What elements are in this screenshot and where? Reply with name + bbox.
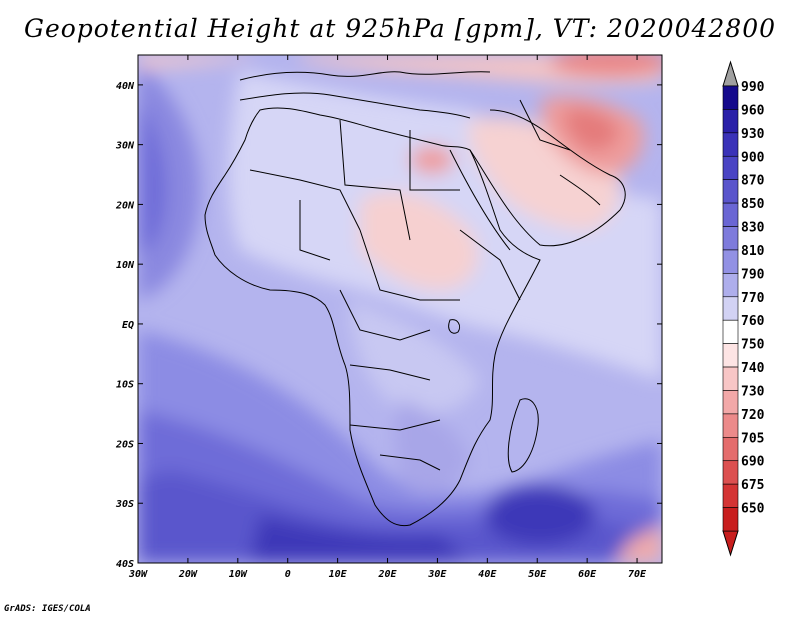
- colorbar-swatch: [722, 202, 739, 227]
- colorbar-swatch: [722, 179, 739, 204]
- colorbar-swatch: [722, 366, 739, 391]
- colorbar-swatch: [722, 437, 739, 462]
- colorbar-label: 760: [741, 314, 765, 329]
- longitude-axis: 30W 20W 10W 0 10E 20E 30E 40E 50E 60E 70E: [128, 55, 647, 580]
- lat-tick-label: EQ: [122, 320, 134, 331]
- border-8: [379, 454, 441, 471]
- border-10: [459, 229, 521, 301]
- coastlines: [204, 71, 626, 527]
- colorbar-label: 650: [741, 502, 765, 517]
- border-4: [359, 229, 460, 301]
- border-2: [339, 119, 411, 241]
- lon-tick-label: 0: [285, 569, 291, 580]
- colorbar-bottom-arrow: [722, 530, 739, 557]
- colorbar-swatch: [722, 413, 739, 438]
- lon-tick-label: 10W: [229, 569, 248, 580]
- border-7: [349, 419, 441, 431]
- colorbar-label: 850: [741, 197, 765, 212]
- border-5: [339, 289, 431, 341]
- colorbar-label: 930: [741, 127, 765, 142]
- colorbar-swatch: [722, 155, 739, 180]
- lat-tick-label: 20N: [115, 200, 135, 211]
- height-field: [138, 55, 662, 563]
- grads-credit: GrADS: IGES/COLA: [4, 604, 91, 614]
- lon-tick-label: 50E: [528, 569, 547, 580]
- plot-frame: [137, 54, 663, 564]
- colorbar-swatch: [722, 249, 739, 274]
- lat-tick-label: 40N: [116, 81, 135, 92]
- lake-victoria: [448, 319, 461, 334]
- colorbar-top-arrow: [722, 60, 739, 87]
- colorbar-swatch: [722, 390, 739, 415]
- colorbar-label: 750: [741, 338, 765, 353]
- europe-coast: [239, 71, 491, 81]
- lat-tick-label: 10S: [116, 380, 134, 391]
- lat-tick-label: 40S: [116, 559, 134, 570]
- lon-tick-label: 40E: [478, 569, 497, 580]
- colorbar-swatch: [722, 109, 739, 134]
- africa-coastline: [204, 107, 541, 527]
- lon-tick-label: 10E: [329, 569, 348, 580]
- colorbar-label: 675: [741, 478, 764, 493]
- colorbar-label: 990: [741, 80, 765, 95]
- border-11: [519, 99, 571, 151]
- colorbar-label: 690: [741, 455, 765, 470]
- lon-tick-label: 60E: [578, 569, 597, 580]
- colorbar-label: 870: [741, 174, 765, 189]
- lon-tick-label: 20E: [377, 569, 397, 580]
- colorbar-label: 720: [741, 408, 765, 423]
- latitude-axis: 40N 30N 20N 10N EQ 10S 20S 30S 40S: [115, 81, 662, 570]
- colorbar-swatch: [722, 343, 739, 368]
- madagascar: [507, 398, 539, 473]
- border-1: [249, 169, 361, 231]
- colorbar-label: 730: [741, 384, 765, 399]
- colorbar-swatch: [722, 319, 739, 344]
- arabia-coast: [469, 109, 626, 247]
- red-sea: [449, 149, 511, 251]
- mediterranean: [239, 92, 471, 119]
- lon-tick-label: 30W: [128, 569, 148, 580]
- colorbar-swatch: [722, 460, 739, 485]
- border-6: [349, 364, 431, 381]
- chart-title: Geopotential Height at 925hPa [gpm], VT:…: [23, 14, 777, 43]
- lat-tick-label: 30S: [115, 499, 134, 510]
- colorbar-label: 790: [741, 267, 765, 282]
- border-9: [299, 200, 331, 261]
- colorbar-label: 830: [741, 221, 765, 236]
- persian-gulf: [559, 174, 601, 206]
- lon-tick-label: 30E: [427, 569, 447, 580]
- colorbar-swatch: [722, 85, 739, 110]
- colorbar-swatch: [722, 507, 739, 532]
- colorbar-swatch: [722, 273, 739, 298]
- lat-tick-label: 20S: [115, 439, 134, 450]
- colorbar-swatch: [722, 483, 739, 508]
- lat-tick-label: 10N: [116, 260, 135, 271]
- colorbar: 990 960 930 900 870 850 830 810 790 770 760 750 740 7…: [722, 60, 765, 557]
- colorbar-swatch: [722, 296, 739, 321]
- lon-tick-label: 70E: [628, 569, 647, 580]
- colorbar-label: 770: [741, 291, 765, 306]
- colorbar-label: 810: [741, 244, 765, 259]
- lon-tick-label: 20W: [178, 569, 198, 580]
- colorbar-swatch: [722, 226, 739, 251]
- border-3: [409, 130, 460, 191]
- lat-tick-label: 30N: [115, 141, 135, 152]
- colorbar-label: 900: [741, 150, 765, 165]
- colorbar-swatch: [722, 132, 739, 157]
- colorbar-label: 740: [741, 361, 765, 376]
- colorbar-label: 960: [741, 103, 765, 118]
- colorbar-label: 705: [741, 431, 764, 446]
